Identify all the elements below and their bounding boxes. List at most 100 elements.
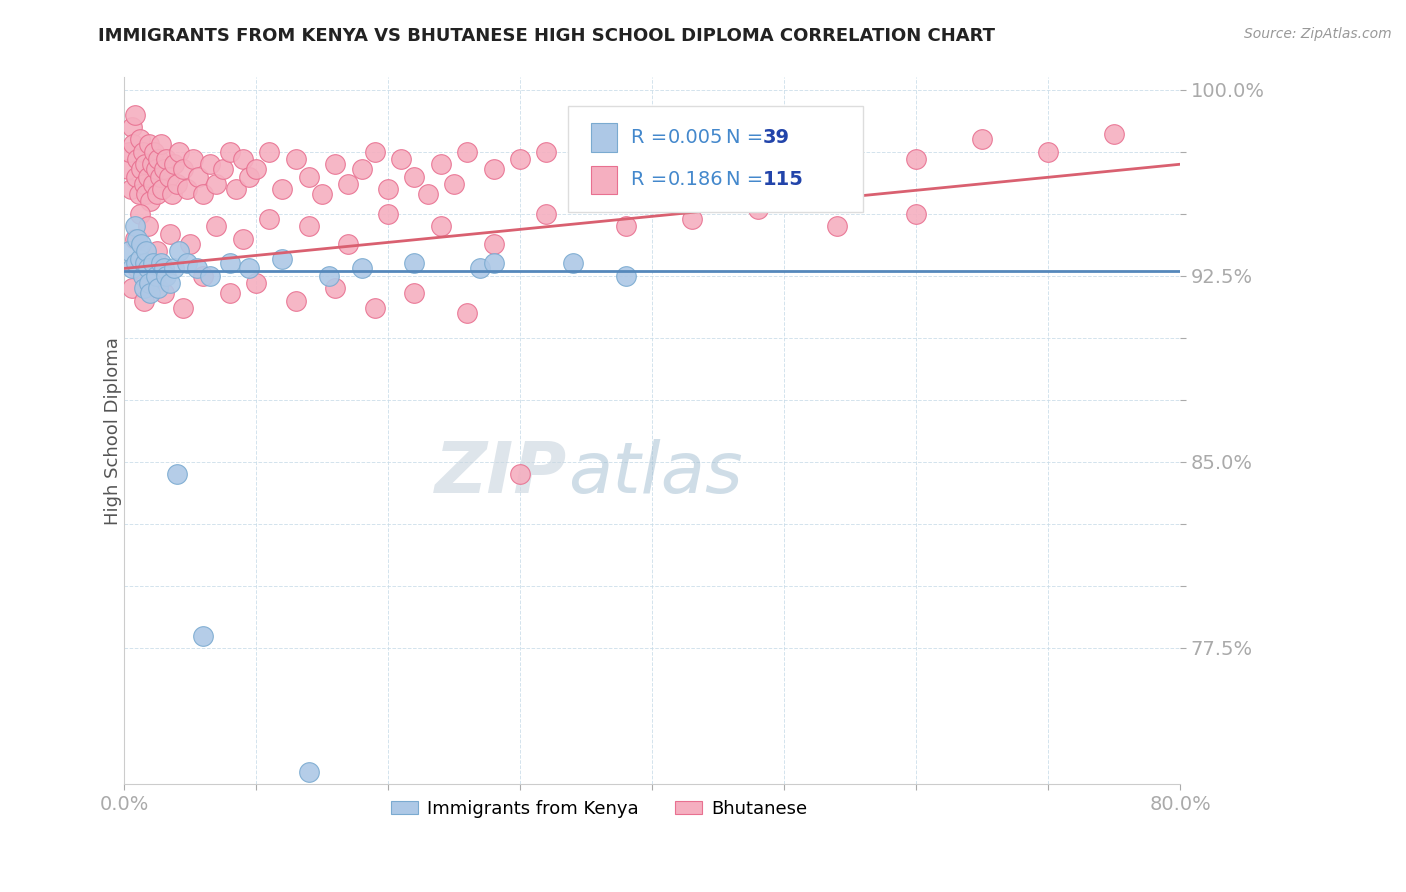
Point [350,261,373,276]
Point [148,153,170,167]
Point [124,232,146,246]
Point [166,177,188,191]
Point [232,232,254,246]
Point [121,261,143,276]
Point [131,145,153,159]
Point [128,187,150,202]
Point [135,187,157,202]
Point [470,261,492,276]
FancyBboxPatch shape [591,166,617,194]
Point [136,261,159,276]
Point [561,256,583,270]
Point [218,145,240,159]
Point [614,219,637,234]
Point [509,153,531,167]
Text: 0.005: 0.005 [668,128,723,147]
Point [139,194,162,209]
Point [323,281,346,295]
Legend: Immigrants from Kenya, Bhutanese: Immigrants from Kenya, Bhutanese [384,792,814,825]
Point [150,137,173,152]
Point [284,293,307,308]
Point [160,187,183,202]
Point [169,145,191,159]
Point [132,281,155,295]
Point [143,145,166,159]
Text: R =: R = [631,128,673,147]
Point [149,169,172,184]
Point [125,169,148,184]
Point [614,162,637,177]
Text: 115: 115 [763,170,804,189]
Point [311,187,333,202]
Point [139,286,162,301]
Point [337,177,360,191]
Point [389,153,412,167]
Point [205,177,228,191]
Point [129,162,152,177]
Point [193,629,215,643]
Point [152,162,174,177]
Point [172,162,194,177]
Point [430,219,453,234]
Point [117,162,139,177]
Text: 39: 39 [763,128,790,147]
Point [125,256,148,270]
Point [575,137,598,152]
Point [121,281,143,295]
Point [127,232,149,246]
Point [377,182,399,196]
Point [536,145,558,159]
Point [218,286,240,301]
Point [364,301,387,315]
Point [271,252,294,266]
Point [238,261,260,276]
Point [187,169,209,184]
Point [198,157,221,171]
Point [118,145,141,159]
Point [138,277,160,291]
Point [839,137,862,152]
Point [225,182,247,196]
Point [970,132,993,146]
Point [136,169,159,184]
Point [509,467,531,482]
Point [284,153,307,167]
Point [238,169,260,184]
Point [152,286,174,301]
Point [128,207,150,221]
Point [404,256,426,270]
Point [159,277,181,291]
Point [150,256,173,270]
Point [430,157,453,171]
Point [232,153,254,167]
Point [482,162,505,177]
Point [443,177,465,191]
Point [166,467,188,482]
Point [131,268,153,283]
Point [159,227,181,241]
Y-axis label: High School Diploma: High School Diploma [104,337,122,524]
Point [482,256,505,270]
FancyBboxPatch shape [568,106,863,211]
Text: N =: N = [725,128,769,147]
Point [142,256,165,270]
Point [118,244,141,258]
Point [186,261,208,276]
Point [193,268,215,283]
Point [825,219,848,234]
Point [271,182,294,196]
Point [205,219,228,234]
Point [773,162,796,177]
Point [176,182,198,196]
Point [198,268,221,283]
Point [163,261,186,276]
Point [127,153,149,167]
Point [129,236,152,251]
Point [404,286,426,301]
Point [176,256,198,270]
Point [134,157,156,171]
Point [138,137,160,152]
Point [377,207,399,221]
Point [482,236,505,251]
Point [193,187,215,202]
